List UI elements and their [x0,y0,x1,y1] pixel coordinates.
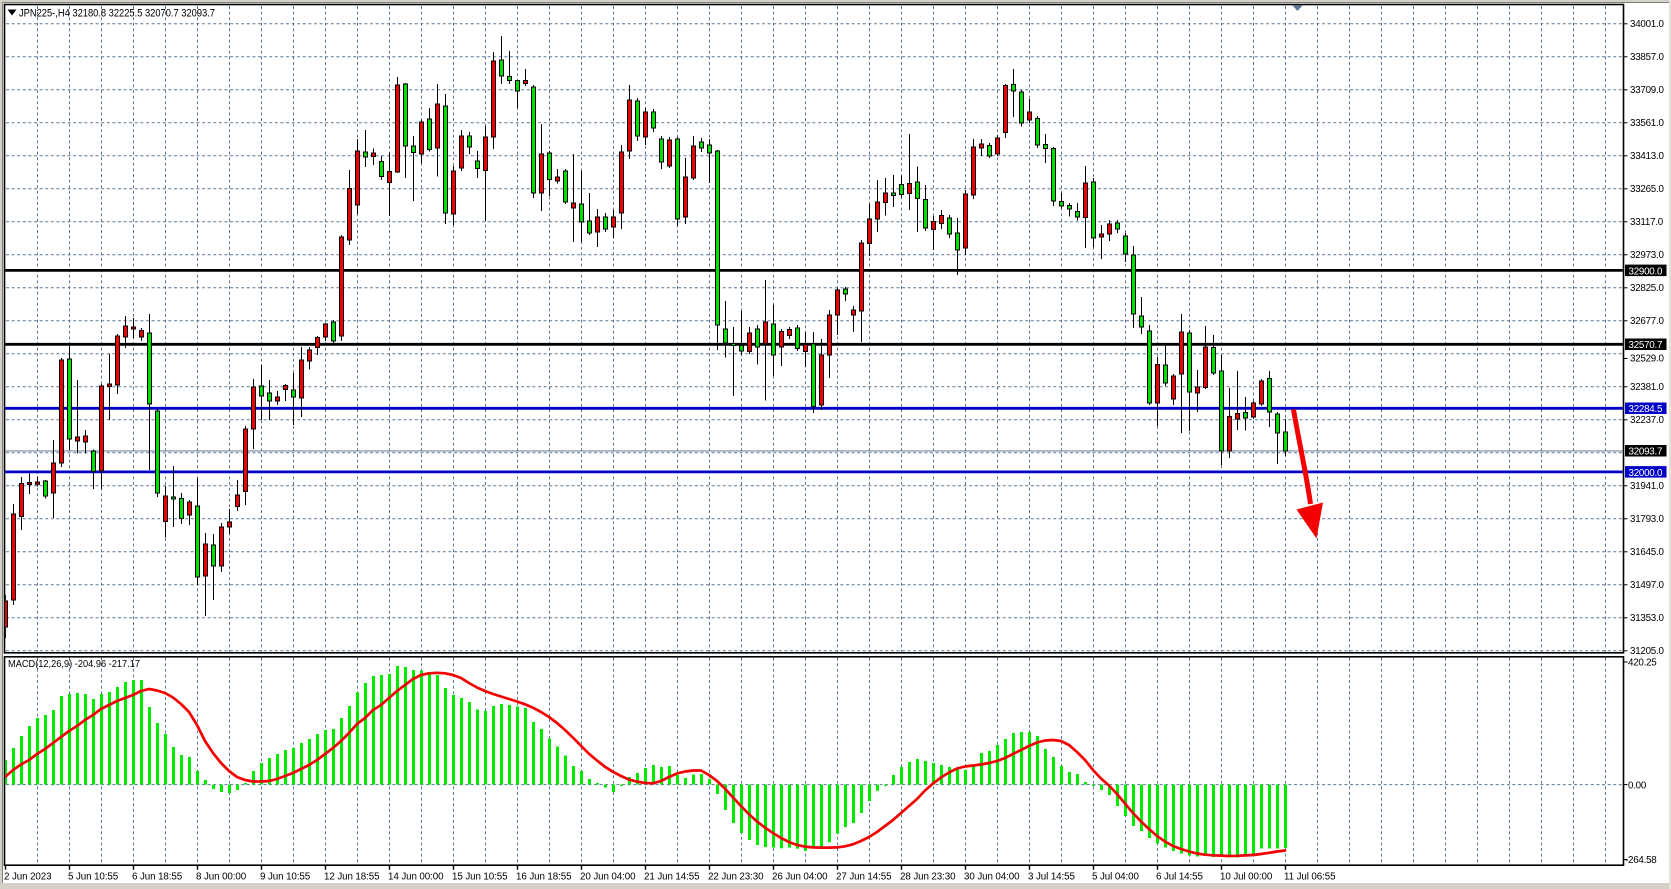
svg-text:JPN225-,H4 32180.8 32225.5 32: JPN225-,H4 32180.8 32225.5 32070.7 32093… [19,7,215,19]
svg-text:11 Jul 06:55: 11 Jul 06:55 [1284,872,1336,883]
svg-text:31205.0: 31205.0 [1630,646,1664,657]
svg-text:10 Jul 00:00: 10 Jul 00:00 [1220,872,1273,883]
svg-text:9 Jun 10:55: 9 Jun 10:55 [260,872,311,883]
svg-text:26 Jun 04:00: 26 Jun 04:00 [772,872,828,883]
svg-text:5 Jul 04:00: 5 Jul 04:00 [1092,872,1139,883]
svg-text:31793.0: 31793.0 [1630,514,1664,525]
svg-text:31645.0: 31645.0 [1630,547,1664,558]
svg-text:20 Jun 04:00: 20 Jun 04:00 [580,872,636,883]
svg-text:MACD(12,26,9) -204.96 -217.17: MACD(12,26,9) -204.96 -217.17 [8,658,140,670]
svg-text:32284.5: 32284.5 [1629,404,1663,415]
svg-text:32529.0: 32529.0 [1630,354,1664,365]
svg-text:6 Jun 18:55: 6 Jun 18:55 [132,872,183,883]
svg-text:3 Jul 14:55: 3 Jul 14:55 [1028,872,1075,883]
svg-text:27 Jun 14:55: 27 Jun 14:55 [836,872,892,883]
svg-text:32825.0: 32825.0 [1630,283,1664,294]
svg-text:16 Jun 18:55: 16 Jun 18:55 [516,872,572,883]
svg-text:33857.0: 33857.0 [1630,52,1664,63]
svg-text:32237.0: 32237.0 [1630,415,1664,426]
svg-text:33265.0: 33265.0 [1630,184,1664,195]
svg-text:28 Jun 23:30: 28 Jun 23:30 [900,872,956,883]
svg-text:32381.0: 32381.0 [1630,382,1664,393]
svg-text:31497.0: 31497.0 [1630,580,1664,591]
svg-text:32570.7: 32570.7 [1629,340,1663,351]
svg-text:0.00: 0.00 [1628,780,1647,791]
svg-text:15 Jun 10:55: 15 Jun 10:55 [452,872,508,883]
svg-text:31941.0: 31941.0 [1630,481,1664,492]
svg-text:31353.0: 31353.0 [1630,613,1664,624]
svg-text:32677.0: 32677.0 [1630,316,1664,327]
svg-text:32000.0: 32000.0 [1629,468,1663,479]
svg-text:21 Jun 14:55: 21 Jun 14:55 [644,872,700,883]
svg-text:33709.0: 33709.0 [1630,85,1664,96]
svg-text:32093.7: 32093.7 [1629,447,1663,458]
svg-text:5 Jun 10:55: 5 Jun 10:55 [68,872,119,883]
svg-text:6 Jul 14:55: 6 Jul 14:55 [1156,872,1203,883]
svg-text:420.25: 420.25 [1628,658,1657,669]
svg-text:22 Jun 23:30: 22 Jun 23:30 [708,872,764,883]
svg-text:33117.0: 33117.0 [1630,217,1664,228]
svg-text:8 Jun 00:00: 8 Jun 00:00 [196,872,247,883]
svg-text:33561.0: 33561.0 [1630,118,1664,129]
svg-text:14 Jun 00:00: 14 Jun 00:00 [388,872,444,883]
svg-text:12 Jun 18:55: 12 Jun 18:55 [324,872,380,883]
svg-text:32900.0: 32900.0 [1629,266,1663,277]
svg-text:-264.58: -264.58 [1625,855,1657,866]
svg-text:32973.0: 32973.0 [1630,250,1664,261]
svg-text:33413.0: 33413.0 [1630,151,1664,162]
svg-text:2 Jun 2023: 2 Jun 2023 [4,872,52,883]
svg-text:34001.0: 34001.0 [1630,19,1664,30]
svg-text:30 Jun 04:00: 30 Jun 04:00 [964,872,1020,883]
